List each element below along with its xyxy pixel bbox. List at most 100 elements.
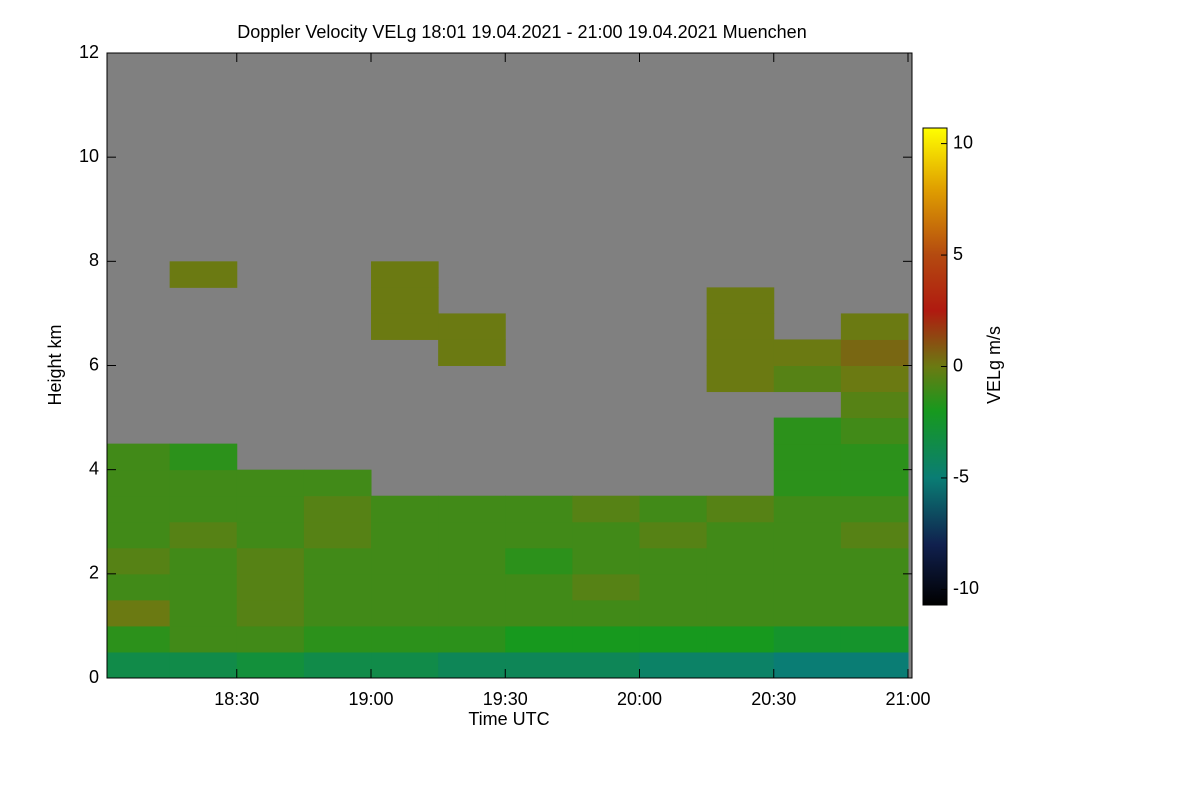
- heatmap-cell: [572, 573, 641, 601]
- heatmap-cell: [572, 625, 641, 653]
- heatmap-cell: [572, 547, 641, 575]
- heatmap-cell: [107, 521, 171, 549]
- heatmap-cell: [107, 573, 171, 601]
- heatmap-cell: [371, 313, 439, 340]
- heatmap-cell: [107, 651, 171, 678]
- heatmap-cell: [773, 625, 842, 653]
- heatmap-cell: [706, 313, 775, 340]
- heatmap-cell: [371, 261, 439, 288]
- heatmap-cell: [505, 573, 573, 601]
- heatmap-cell: [505, 521, 573, 549]
- heatmap-cell: [572, 651, 641, 678]
- heatmap-cell: [303, 651, 372, 678]
- heatmap-cell: [706, 365, 775, 393]
- heatmap-cell: [840, 573, 909, 601]
- heatmap-cell: [639, 521, 708, 549]
- heatmap-cell: [505, 651, 573, 678]
- heatmap-cell: [371, 651, 439, 678]
- heatmap-cell: [438, 313, 506, 340]
- heatmap-cell: [572, 495, 641, 523]
- heatmap-cell: [107, 625, 171, 653]
- heatmap-cell: [371, 495, 439, 523]
- heatmap-cell: [169, 495, 238, 523]
- heatmap-cell: [706, 573, 775, 601]
- heatmap-cell: [572, 599, 641, 627]
- heatmap-cell: [706, 651, 775, 678]
- heatmap-cell: [840, 365, 909, 393]
- y-tick-label: 10: [79, 146, 99, 166]
- heatmap-cell: [303, 495, 372, 523]
- heatmap-cell: [169, 261, 238, 288]
- heatmap-cell: [236, 521, 305, 549]
- heatmap-cell: [236, 469, 305, 497]
- heatmap-cell: [438, 651, 506, 678]
- heatmap-cell: [303, 573, 372, 601]
- heatmap-cell: [236, 573, 305, 601]
- heatmap-cell: [706, 495, 775, 523]
- heatmap-cell: [639, 651, 708, 678]
- heatmap-cell: [505, 547, 573, 575]
- heatmap-cell: [438, 495, 506, 523]
- colorbar-label: VELg m/s: [984, 326, 1004, 404]
- heatmap-cell: [840, 547, 909, 575]
- heatmap-cell: [438, 599, 506, 627]
- heatmap-cell: [236, 495, 305, 523]
- y-axis-label: Height km: [45, 324, 65, 405]
- heatmap-cell: [840, 443, 909, 471]
- heatmap-cell: [438, 521, 506, 549]
- heatmap-cell: [773, 365, 842, 393]
- heatmap-cell: [438, 547, 506, 575]
- heatmap-cell: [840, 417, 909, 445]
- heatmap-cell: [840, 495, 909, 523]
- heatmap-cell: [169, 521, 238, 549]
- heatmap-cell: [371, 521, 439, 549]
- heatmap-cell: [773, 339, 842, 366]
- y-tick-label: 12: [79, 42, 99, 62]
- x-tick-label: 21:00: [885, 689, 930, 709]
- heatmap-cell: [169, 547, 238, 575]
- heatmap-cell: [773, 443, 842, 471]
- heatmap-cell: [303, 521, 372, 549]
- colorbar-tick-label: 10: [953, 132, 973, 152]
- heatmap-cell: [773, 469, 842, 497]
- heatmap-cell: [371, 599, 439, 627]
- x-tick-label: 19:00: [348, 689, 393, 709]
- heatmap-cell: [169, 443, 238, 471]
- heatmap-cell: [706, 547, 775, 575]
- heatmap-cell: [773, 599, 842, 627]
- heatmap-cell: [107, 469, 171, 497]
- heatmap-cell: [773, 417, 842, 445]
- heatmap-cell: [303, 599, 372, 627]
- heatmap-cell: [840, 651, 909, 678]
- heatmap-cell: [169, 573, 238, 601]
- colorbar-tick-label: -5: [953, 467, 969, 487]
- heatmap-cell: [236, 651, 305, 678]
- heatmap-cell: [706, 521, 775, 549]
- heatmap-cell: [639, 573, 708, 601]
- heatmap-cell: [169, 651, 238, 678]
- heatmap-cell: [773, 521, 842, 549]
- heatmap-cell: [840, 313, 909, 340]
- x-tick-label: 20:30: [751, 689, 796, 709]
- x-tick-label: 20:00: [617, 689, 662, 709]
- x-tick-label: 19:30: [483, 689, 528, 709]
- heatmap-cell: [438, 573, 506, 601]
- heatmap-cell: [639, 495, 708, 523]
- heatmap-cell: [303, 547, 372, 575]
- heatmap-cell: [169, 599, 238, 627]
- y-tick-label: 8: [89, 250, 99, 270]
- heatmap-cell: [773, 547, 842, 575]
- heatmap-cell: [572, 521, 641, 549]
- heatmap-cell: [371, 287, 439, 314]
- heatmap-cell: [639, 625, 708, 653]
- heatmap-cell: [107, 443, 171, 471]
- heatmap-cell: [773, 651, 842, 678]
- chart-title: Doppler Velocity VELg 18:01 19.04.2021 -…: [237, 22, 806, 42]
- heatmap-cell: [840, 391, 909, 419]
- heatmap-cell: [505, 625, 573, 653]
- heatmap-cell: [840, 469, 909, 497]
- heatmap-cell: [303, 625, 372, 653]
- heatmap-cell: [371, 573, 439, 601]
